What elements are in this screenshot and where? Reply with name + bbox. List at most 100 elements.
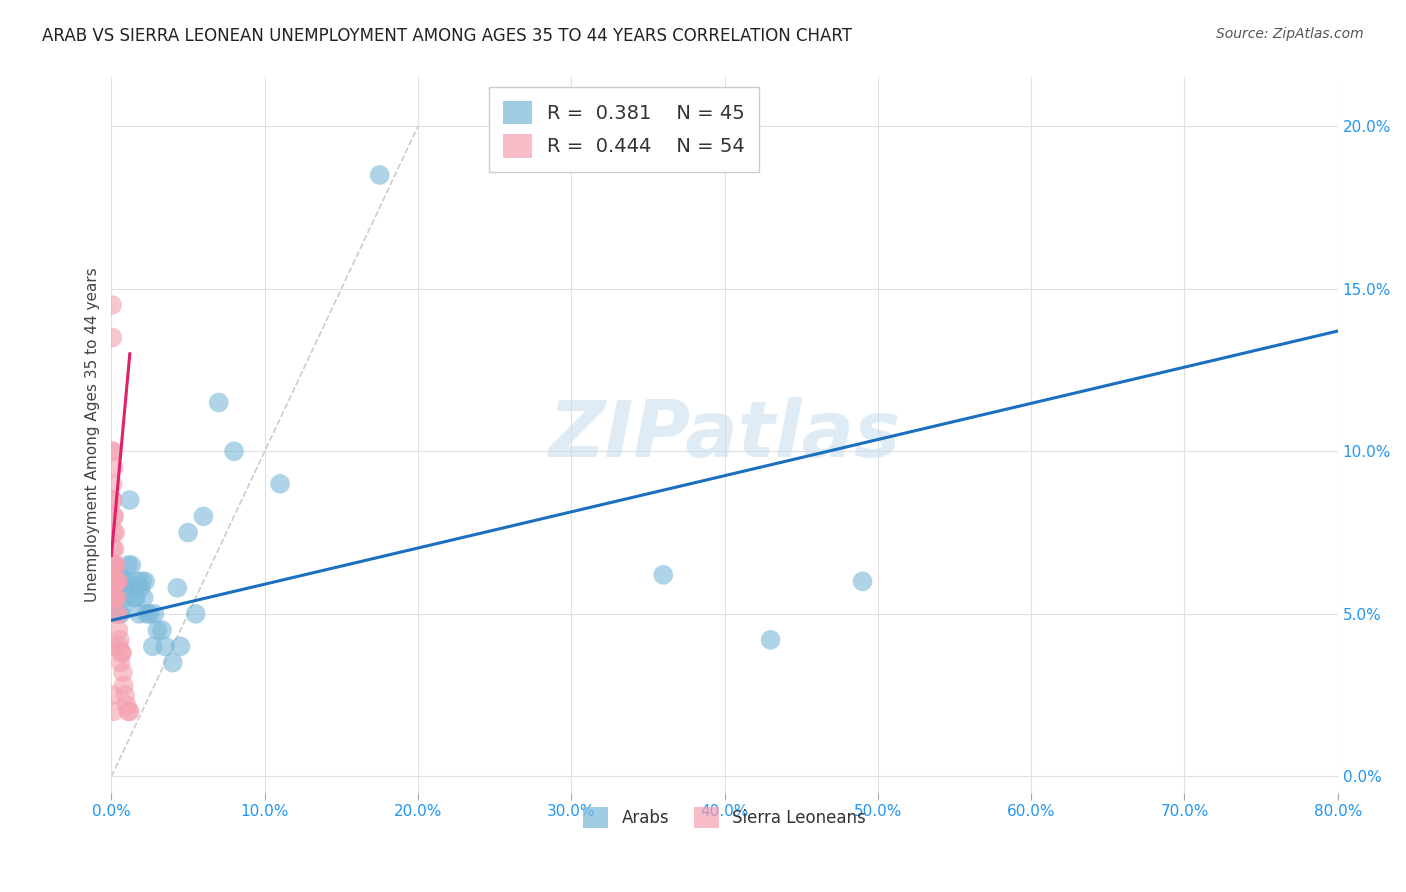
Point xyxy=(107,607,129,621)
Legend: Arabs, Sierra Leoneans: Arabs, Sierra Leoneans xyxy=(576,801,873,834)
Point xyxy=(114,581,136,595)
Point xyxy=(111,665,134,680)
Point xyxy=(101,476,124,491)
Point xyxy=(101,574,124,589)
Point xyxy=(134,574,156,589)
Point xyxy=(135,607,157,621)
Point xyxy=(177,525,200,540)
Point xyxy=(105,591,128,605)
Point xyxy=(138,607,160,621)
Point xyxy=(103,581,125,595)
Point xyxy=(162,656,184,670)
Point xyxy=(222,444,245,458)
Point xyxy=(851,574,873,589)
Point xyxy=(115,574,138,589)
Point xyxy=(110,646,132,660)
Point xyxy=(125,591,148,605)
Point xyxy=(105,591,128,605)
Point xyxy=(103,591,125,605)
Point xyxy=(114,688,136,702)
Point xyxy=(101,298,124,312)
Point xyxy=(101,558,124,573)
Point xyxy=(112,574,135,589)
Point xyxy=(103,688,125,702)
Point xyxy=(103,558,125,573)
Point xyxy=(101,493,124,508)
Y-axis label: Unemployment Among Ages 35 to 44 years: Unemployment Among Ages 35 to 44 years xyxy=(86,268,100,602)
Point xyxy=(105,574,128,589)
Point xyxy=(104,574,127,589)
Point xyxy=(120,558,142,573)
Point xyxy=(103,705,125,719)
Text: ARAB VS SIERRA LEONEAN UNEMPLOYMENT AMONG AGES 35 TO 44 YEARS CORRELATION CHART: ARAB VS SIERRA LEONEAN UNEMPLOYMENT AMON… xyxy=(42,27,852,45)
Point xyxy=(104,574,127,589)
Point xyxy=(108,640,131,654)
Text: Source: ZipAtlas.com: Source: ZipAtlas.com xyxy=(1216,27,1364,41)
Point xyxy=(101,444,124,458)
Point xyxy=(105,558,128,573)
Point xyxy=(101,541,124,556)
Point xyxy=(104,574,127,589)
Point xyxy=(101,574,124,589)
Point xyxy=(146,623,169,637)
Point xyxy=(652,567,675,582)
Point xyxy=(108,607,131,621)
Point xyxy=(107,574,129,589)
Point xyxy=(166,581,188,595)
Point xyxy=(101,591,124,605)
Point xyxy=(117,705,139,719)
Point xyxy=(128,607,150,621)
Point xyxy=(103,591,125,605)
Point xyxy=(107,574,129,589)
Point xyxy=(124,591,146,605)
Point xyxy=(101,591,124,605)
Point xyxy=(153,640,176,654)
Point xyxy=(104,541,127,556)
Point xyxy=(208,395,231,409)
Point xyxy=(101,558,124,573)
Point xyxy=(103,574,125,589)
Point xyxy=(104,574,127,589)
Point xyxy=(112,678,135,692)
Point xyxy=(169,640,191,654)
Point xyxy=(103,574,125,589)
Point xyxy=(103,574,125,589)
Point xyxy=(103,509,125,524)
Point xyxy=(101,444,124,458)
Point xyxy=(103,509,125,524)
Point xyxy=(111,600,134,615)
Point xyxy=(368,168,391,182)
Point xyxy=(105,591,128,605)
Point xyxy=(129,581,152,595)
Point xyxy=(127,574,149,589)
Point xyxy=(101,574,124,589)
Point xyxy=(142,640,165,654)
Point xyxy=(107,623,129,637)
Text: ZIPatlas: ZIPatlas xyxy=(548,397,901,473)
Point xyxy=(118,493,141,508)
Point xyxy=(103,460,125,475)
Point xyxy=(101,330,124,344)
Point xyxy=(150,623,173,637)
Point xyxy=(269,476,291,491)
Point xyxy=(101,640,124,654)
Point xyxy=(118,705,141,719)
Point xyxy=(101,591,124,605)
Point xyxy=(108,632,131,647)
Point xyxy=(184,607,207,621)
Point xyxy=(107,581,129,595)
Point xyxy=(759,632,782,647)
Point xyxy=(110,656,132,670)
Point xyxy=(108,567,131,582)
Point xyxy=(115,698,138,712)
Point xyxy=(117,558,139,573)
Point xyxy=(115,591,138,605)
Point xyxy=(105,607,128,621)
Point xyxy=(101,493,124,508)
Point xyxy=(104,525,127,540)
Point xyxy=(103,558,125,573)
Point xyxy=(132,591,155,605)
Point xyxy=(105,574,128,589)
Point xyxy=(193,509,215,524)
Point xyxy=(143,607,166,621)
